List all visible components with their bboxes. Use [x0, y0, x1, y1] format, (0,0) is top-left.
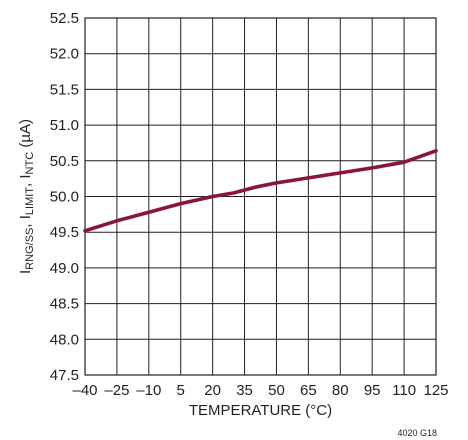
y-tick-labels: 47.5 48.0 48.5 49.0 49.5 50.0 50.5 51.0 51.5 52.0… [50, 10, 79, 384]
y-tick-label: 52.0 [50, 46, 79, 63]
y-tick-label: 48.0 [50, 331, 79, 348]
x-tick-label: 50 [268, 382, 285, 399]
y-tick-label: 50.5 [50, 153, 79, 170]
y-title-subscript: NTC [24, 152, 36, 175]
x-tick-label: 110 [392, 382, 416, 399]
x-tick-label: –25 [104, 382, 129, 399]
y-title-text: , I [17, 174, 34, 187]
grid [84, 17, 437, 376]
x-tick-label: 5 [177, 382, 185, 399]
y-tick-label: 47.5 [50, 367, 79, 384]
x-axis-title: TEMPERATURE (°C) [189, 402, 332, 419]
x-tick-label: 80 [332, 382, 349, 399]
y-tick-label: 51.0 [50, 117, 79, 134]
y-axis-title: IRNG/SS, ILIMIT, INTC (µA) [17, 119, 36, 274]
x-tick-label: –10 [136, 382, 161, 399]
series-line [83, 149, 438, 233]
x-tick-label: 95 [364, 382, 381, 399]
y-title-text: , I [17, 215, 34, 228]
y-title-subscript: LIMIT [24, 187, 36, 215]
y-tick-label: 52.5 [50, 10, 79, 27]
y-tick-label: 48.5 [50, 296, 79, 313]
y-tick-label: 49.5 [50, 224, 79, 241]
y-title-text: I [17, 270, 34, 274]
plot-frame [84, 17, 437, 376]
x-tick-label: 125 [423, 382, 448, 399]
x-tick-label: 65 [300, 382, 317, 399]
x-tick-label: 35 [236, 382, 253, 399]
x-tick-label: –40 [72, 382, 97, 399]
x-tick-label: 20 [204, 382, 221, 399]
figure-id: 4020 G18 [397, 428, 437, 438]
y-title-subscript: RNG/SS [24, 228, 36, 270]
y-tick-label: 50.0 [50, 189, 79, 206]
y-tick-label: 49.0 [50, 260, 79, 277]
series-layer [83, 149, 438, 233]
y-tick-label: 51.5 [50, 81, 79, 98]
y-title-text: (µA) [17, 119, 34, 152]
x-tick-labels: –40 –25 –10 5 20 35 50 65 80 95 110 125 [72, 382, 448, 399]
